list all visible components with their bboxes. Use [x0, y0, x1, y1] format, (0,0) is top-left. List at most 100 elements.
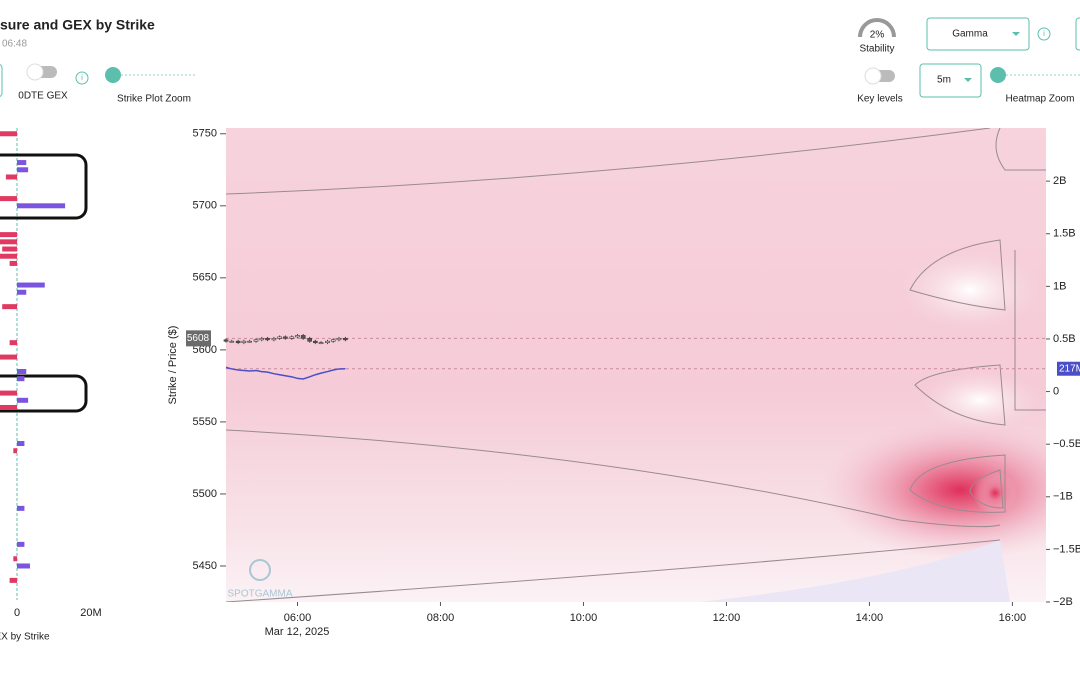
gex-line — [225, 366, 346, 380]
y2-tick-label: −1.5B — [1053, 543, 1080, 555]
strike-zoom-slider[interactable] — [105, 67, 196, 83]
timestamp: 06:48 — [2, 39, 27, 50]
candle-body — [259, 337, 265, 341]
gex-bar — [17, 368, 27, 374]
y-tick-label: 5600 — [193, 344, 217, 356]
gex-marker-label: 217M — [1059, 363, 1080, 374]
toggle-label: Key levels — [857, 94, 903, 105]
page-title: sure and GEX by Strike — [0, 17, 155, 33]
candle-body — [247, 340, 252, 343]
highlight-box — [0, 153, 88, 220]
candle-body — [271, 337, 277, 341]
gex-bar — [0, 131, 18, 137]
key-levels-toggle[interactable] — [864, 67, 895, 85]
y2-tick-label: −0.5B — [1053, 438, 1080, 450]
gex-bar — [17, 289, 27, 295]
heatmap-zoom-slider[interactable] — [990, 67, 1080, 83]
y2-tick-label: 1.5B — [1053, 228, 1076, 240]
gex-bar — [17, 203, 66, 209]
chart-title: EX by Strike — [0, 632, 50, 643]
candle-body — [325, 340, 330, 344]
candle-body — [229, 340, 235, 343]
y-tick-label: 5700 — [193, 200, 217, 212]
candle-body — [295, 335, 300, 338]
y-tick-label: 5550 — [193, 416, 217, 428]
y-tick-label: 5750 — [193, 128, 217, 140]
candle-body — [307, 337, 312, 342]
gex-bar — [13, 448, 18, 454]
y2-tick-label: 0 — [1053, 385, 1059, 397]
info-icon[interactable]: i — [1037, 27, 1051, 41]
x-tick-label: 06:00 — [284, 612, 312, 624]
interval-dropdown[interactable] — [919, 63, 982, 98]
candle-body — [336, 337, 342, 341]
candle-body — [300, 335, 306, 339]
gex-bar — [0, 253, 18, 259]
x-tick-label: 10:00 — [570, 612, 598, 624]
candle-body — [330, 339, 336, 342]
x-tick-label: 16:00 — [999, 612, 1027, 624]
candle-body — [289, 336, 295, 339]
watermark-logo — [249, 559, 271, 581]
gex-bar — [0, 405, 18, 411]
candle-body — [253, 339, 259, 342]
odte-toggle[interactable] — [26, 63, 57, 81]
svg-text:i: i — [81, 73, 83, 82]
gex-bar — [5, 174, 18, 180]
gex-bar — [0, 390, 18, 396]
gex-bar — [2, 304, 18, 310]
candle-body — [235, 340, 241, 344]
gex-bar — [17, 167, 29, 173]
highlight-box — [0, 374, 88, 413]
gex-bar — [0, 354, 18, 360]
x-tick-label: 12:00 — [713, 612, 741, 624]
info-icon[interactable]: i — [75, 71, 89, 85]
gex-bar — [2, 246, 18, 252]
svg-text:i: i — [1043, 29, 1045, 38]
slider-label: Strike Plot Zoom — [117, 94, 191, 105]
gex-bar — [17, 441, 25, 447]
gex-bar — [17, 563, 30, 569]
gex-bar — [0, 196, 18, 202]
candle-body — [223, 339, 229, 342]
control-box[interactable] — [1075, 17, 1080, 51]
price-marker-box — [186, 330, 211, 347]
stability-label: Stability — [859, 44, 894, 55]
x-date-label: Mar 12, 2025 — [265, 626, 330, 638]
stability-gauge — [858, 18, 896, 38]
gex-bar — [17, 282, 45, 288]
gex-bar — [13, 556, 18, 562]
y-tick-label: 5450 — [193, 560, 217, 572]
candle-body — [343, 337, 348, 341]
y2-tick-label: 2B — [1053, 175, 1066, 187]
candle-body — [282, 336, 288, 339]
candle-body — [265, 337, 270, 341]
y-axis-label: Strike / Price ($) — [167, 326, 179, 405]
dropdown-value: 5m — [937, 75, 951, 86]
dropdown-value: Gamma — [952, 29, 988, 40]
y2-tick-label: 1B — [1053, 280, 1066, 292]
slider-label: Heatmap Zoom — [1006, 94, 1075, 105]
candle-body — [318, 342, 324, 345]
gex-marker-box — [1057, 361, 1080, 376]
price-marker-label: 5608 — [187, 333, 210, 344]
gex-bar — [17, 505, 25, 511]
candle-body — [313, 340, 318, 344]
heatmap — [226, 128, 1046, 602]
control-box[interactable] — [0, 63, 3, 98]
gex-bar — [9, 577, 18, 583]
x-tick-label: 08:00 — [427, 612, 455, 624]
gex-bar — [9, 340, 18, 346]
stability-value: 2% — [870, 30, 885, 41]
watermark: SPOTGAMMA — [227, 589, 292, 600]
gex-bar — [0, 239, 18, 245]
x-tick-label: 14:00 — [856, 612, 884, 624]
metric-dropdown[interactable] — [926, 17, 1030, 51]
toggle-label: 0DTE GEX — [18, 91, 68, 102]
candle-body — [277, 336, 282, 339]
y2-tick-label: −2B — [1053, 596, 1073, 608]
y-tick-label: 5500 — [193, 488, 217, 500]
gex-bar — [9, 260, 18, 266]
